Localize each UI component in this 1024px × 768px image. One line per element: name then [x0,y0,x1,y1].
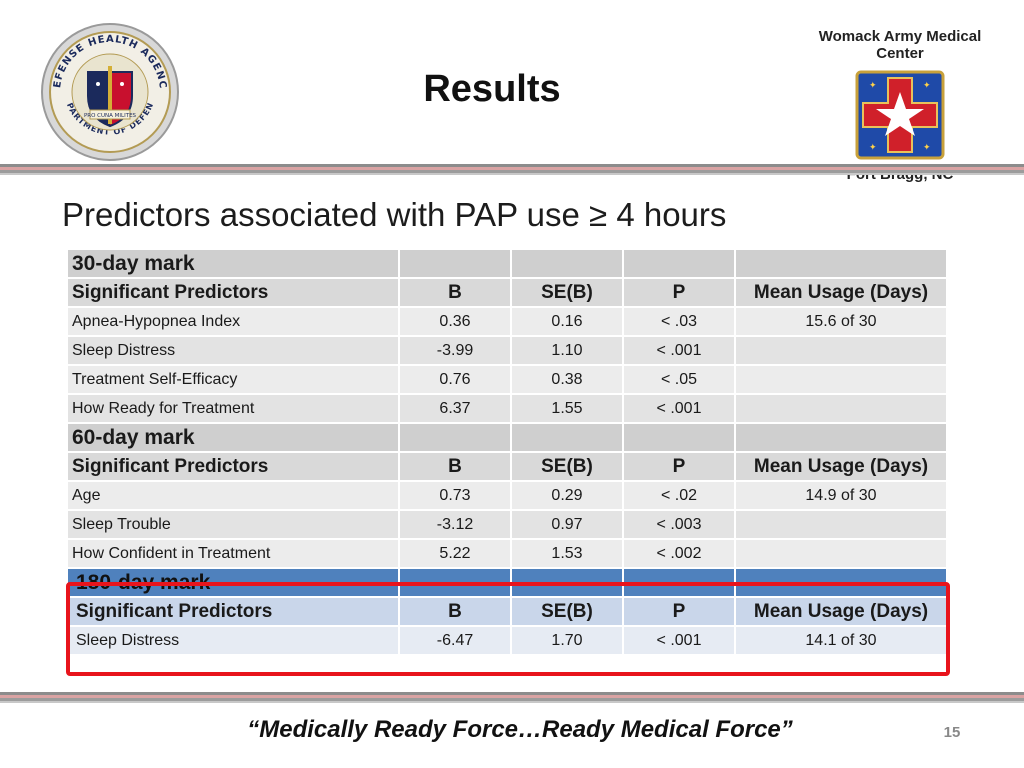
cell-b: 5.22 [398,538,512,569]
col-header-predictor: Significant Predictors [66,451,400,482]
cell-p: < .001 [622,393,736,424]
col-header-mean: Mean Usage (Days) [734,451,948,482]
col-header-se: SE(B) [510,451,624,482]
table-row: How Confident in Treatment 5.22 1.53 < .… [66,538,948,569]
table-row: Treatment Self-Efficacy 0.76 0.38 < .05 [66,364,948,395]
cell-predictor: Sleep Distress [66,335,400,366]
footer-quote: “Medically Ready Force…Ready Medical For… [247,716,793,743]
predictors-table: 30-day mark Significant Predictors B SE(… [66,248,948,656]
table-row: Age 0.73 0.29 < .02 14.9 of 30 [66,480,948,511]
cell-se: 0.29 [510,480,624,511]
col-header-mean: Mean Usage (Days) [734,277,948,308]
defense-health-agency-seal: DEFENSE HEALTH AGENCY DEPARTMENT OF DEFE… [40,22,179,161]
cell-se: 1.55 [510,393,624,424]
col-header-predictor: Significant Predictors [66,277,400,308]
table-row: Apnea-Hypopnea Index 0.36 0.16 < .03 15.… [66,306,948,337]
header-divider [0,164,1024,175]
col-header-predictor: Significant Predictors [66,596,400,627]
cell-mean: 14.1 of 30 [734,625,948,656]
cell-p: < .03 [622,306,736,337]
cell-p: < .02 [622,480,736,511]
col-header-b: B [398,596,512,627]
col-header-b: B [398,451,512,482]
table-row: Sleep Distress -3.99 1.10 < .001 [66,335,948,366]
table-row: Sleep Distress -6.47 1.70 < .001 14.1 of… [66,625,948,656]
cell-mean: 15.6 of 30 [734,306,948,337]
cell-p: < .001 [622,625,736,656]
col-header-se: SE(B) [510,596,624,627]
cell-se: 0.38 [510,364,624,395]
cell-p: < .003 [622,509,736,540]
section-header-60-day: 60-day mark [66,422,948,453]
cell-b: -3.12 [398,509,512,540]
cell-b: -6.47 [398,625,512,656]
cell-mean [734,335,948,366]
slide-title: Results [423,68,561,110]
col-header-p: P [622,277,736,308]
cell-mean: 14.9 of 30 [734,480,948,511]
col-header-p: P [622,451,736,482]
cell-mean [734,364,948,395]
slide-subtitle: Predictors associated with PAP use ≥ 4 h… [62,196,727,233]
cell-p: < .001 [622,335,736,366]
svg-text:✦: ✦ [923,142,931,152]
svg-text:✦: ✦ [923,80,931,90]
cell-b: -3.99 [398,335,512,366]
svg-text:✦: ✦ [869,142,877,152]
cell-predictor: Treatment Self-Efficacy [66,364,400,395]
column-header-row: Significant Predictors B SE(B) P Mean Us… [66,451,948,482]
section-label: 30-day mark [66,248,400,279]
cell-p: < .05 [622,364,736,395]
cell-predictor: Age [66,480,400,511]
cell-predictor: Sleep Distress [66,625,400,656]
svg-text:✦: ✦ [869,80,877,90]
org-block: Womack Army Medical Center ✦ ✦ ✦ ✦ Fort … [800,28,1000,183]
cell-b: 0.76 [398,364,512,395]
col-header-se: SE(B) [510,277,624,308]
cell-mean [734,509,948,540]
table-row: Sleep Trouble -3.12 0.97 < .003 [66,509,948,540]
cell-predictor: How Ready for Treatment [66,393,400,424]
cell-se: 0.16 [510,306,624,337]
cell-se: 1.53 [510,538,624,569]
cell-se: 1.70 [510,625,624,656]
page-number: 15 [943,724,961,741]
column-header-row: Significant Predictors B SE(B) P Mean Us… [66,277,948,308]
cell-se: 0.97 [510,509,624,540]
col-header-mean: Mean Usage (Days) [734,596,948,627]
section-header-30-day: 30-day mark [66,248,948,279]
slide-header: DEFENSE HEALTH AGENCY DEPARTMENT OF DEFE… [0,0,1024,183]
seal-banner-text: PRO CUNA MILITES [84,113,137,119]
cell-predictor: How Confident in Treatment [66,538,400,569]
cell-b: 0.73 [398,480,512,511]
cell-se: 1.10 [510,335,624,366]
section-label: 180-day mark [66,567,400,598]
section-header-180-day: 180-day mark [66,567,948,598]
cell-mean [734,393,948,424]
cell-b: 6.37 [398,393,512,424]
org-name: Womack Army Medical Center [818,28,982,62]
col-header-p: P [622,596,736,627]
section-label: 60-day mark [66,422,400,453]
womack-crest-icon: ✦ ✦ ✦ ✦ [855,70,945,160]
col-header-b: B [398,277,512,308]
cell-p: < .002 [622,538,736,569]
table-row: How Ready for Treatment 6.37 1.55 < .001 [66,393,948,424]
cell-b: 0.36 [398,306,512,337]
column-header-row: Significant Predictors B SE(B) P Mean Us… [66,596,948,627]
footer-divider [0,692,1024,703]
cell-predictor: Apnea-Hypopnea Index [66,306,400,337]
cell-predictor: Sleep Trouble [66,509,400,540]
cell-mean [734,538,948,569]
